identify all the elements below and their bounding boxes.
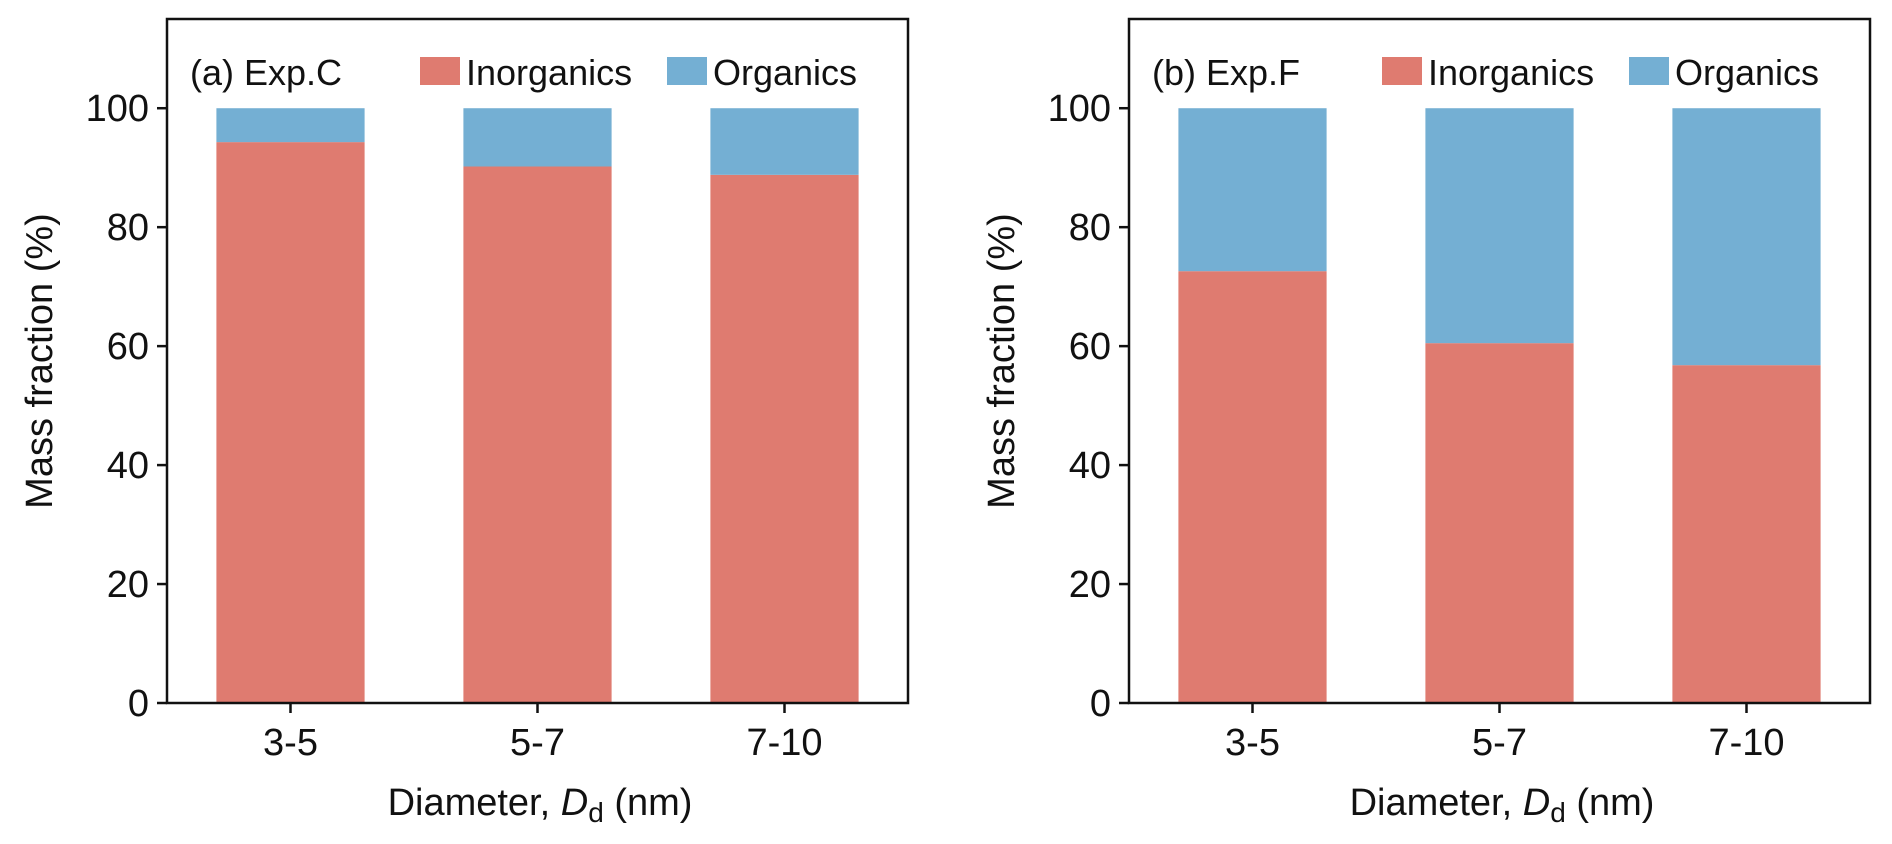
x-tick-label: 3-5 (263, 722, 318, 764)
y-tick-label: 0 (128, 683, 149, 725)
panel-a: 0 20 40 60 80 100 3-5 5-7 7-10 (a) Exp.C Inorga… (19, 17, 910, 828)
legend-label-inorganics: Inorganics (1428, 52, 1594, 93)
x-tick-label: 7-10 (1708, 722, 1784, 764)
panel-a-y-ticks: 0 20 40 60 80 100 (86, 88, 167, 725)
bar-organics-5-7 (463, 108, 612, 167)
x-tick-label: 7-10 (746, 722, 822, 764)
legend-swatch-inorganics (1382, 57, 1422, 85)
y-tick-label: 100 (86, 88, 149, 130)
y-tick-label: 0 (1090, 683, 1111, 725)
bar-organics-7-10 (1672, 108, 1821, 366)
x-title-symbol: D (1523, 782, 1550, 824)
bar-inorganics-7-10 (710, 174, 859, 704)
x-title-unit: (nm) (604, 782, 693, 824)
bar-organics-3-5 (1178, 108, 1327, 272)
x-tick-label: 5-7 (1472, 722, 1527, 764)
y-tick-label: 80 (1069, 207, 1111, 249)
panel-b-x-ticks: 3-5 5-7 7-10 (1225, 703, 1785, 764)
x-title-unit: (nm) (1566, 782, 1655, 824)
panel-a-y-axis-title: Mass fraction (%) (19, 213, 61, 509)
legend-label-organics: Organics (713, 52, 857, 93)
x-title-subscript: d (588, 797, 604, 828)
y-tick-label: 20 (1069, 564, 1111, 606)
panel-a-x-axis-title: Diameter, Dd (nm) (388, 782, 693, 828)
x-title-symbol: D (561, 782, 588, 824)
bar-organics-7-10 (710, 108, 859, 175)
bar-inorganics-3-5 (1178, 271, 1327, 703)
bar-inorganics-5-7 (463, 166, 612, 703)
panel-a-bars (216, 108, 859, 704)
y-tick-label: 60 (1069, 326, 1111, 368)
legend-swatch-organics (1629, 57, 1669, 85)
bar-inorganics-3-5 (216, 142, 365, 703)
x-tick-label: 5-7 (510, 722, 565, 764)
panel-b-label: (b) Exp.F (1152, 52, 1300, 93)
y-tick-label: 60 (107, 326, 149, 368)
bar-organics-5-7 (1425, 108, 1574, 344)
bar-inorganics-5-7 (1425, 343, 1574, 703)
x-title-subscript: d (1550, 797, 1566, 828)
x-title-main: Diameter, (388, 782, 561, 824)
panel-a-x-ticks: 3-5 5-7 7-10 (263, 703, 823, 764)
x-tick-label: 3-5 (1225, 722, 1280, 764)
panel-b-legend: Inorganics Organics (1382, 52, 1819, 93)
y-tick-label: 40 (107, 445, 149, 487)
x-title-main: Diameter, (1350, 782, 1523, 824)
y-tick-label: 100 (1048, 88, 1111, 130)
panel-b-bars (1178, 108, 1821, 703)
panel-a-legend: Inorganics Organics (420, 52, 857, 93)
bar-inorganics-7-10 (1672, 365, 1821, 703)
panel-a-label: (a) Exp.C (190, 52, 342, 93)
bar-organics-3-5 (216, 108, 365, 143)
y-tick-label: 80 (107, 207, 149, 249)
legend-label-inorganics: Inorganics (466, 52, 632, 93)
panel-b: 0 20 40 60 80 100 3-5 5-7 7-10 (b) Exp.F Inorga… (981, 17, 1872, 828)
panel-b-y-axis-title: Mass fraction (%) (981, 213, 1023, 509)
legend-swatch-inorganics (420, 57, 460, 85)
y-tick-label: 40 (1069, 445, 1111, 487)
legend-label-organics: Organics (1675, 52, 1819, 93)
panel-b-y-ticks: 0 20 40 60 80 100 (1048, 88, 1129, 725)
panel-b-x-axis-title: Diameter, Dd (nm) (1350, 782, 1655, 828)
legend-swatch-organics (667, 57, 707, 85)
y-tick-label: 20 (107, 564, 149, 606)
